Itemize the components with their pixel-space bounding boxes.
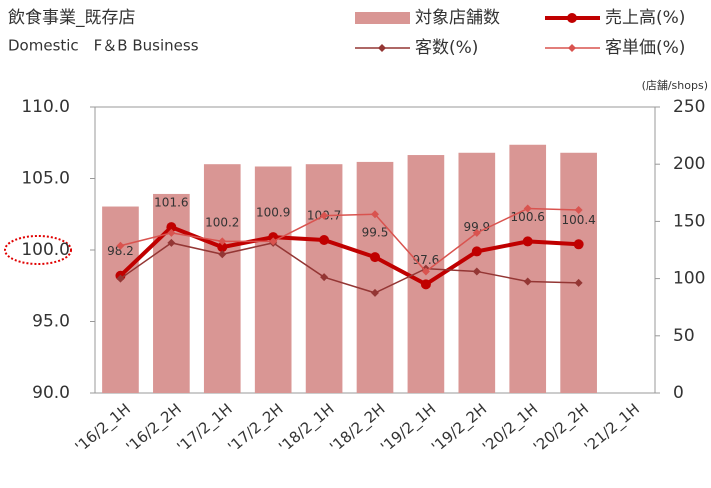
legend-label: 客数(%) [415,38,478,58]
marker [218,250,227,259]
y2-tick-label: 150 [673,211,705,231]
marker [167,228,176,237]
x-tick-label: '20/2_1H [479,400,542,457]
y2-tick-label: 50 [673,326,695,346]
marker [320,273,329,282]
data-label: 100.9 [256,206,290,220]
bar [509,144,547,393]
legend-marker [568,44,576,52]
y-tick-label: 100.0 [21,240,70,260]
x-tick-label: '16/2_1H [72,400,135,457]
legend-label: 客単価(%) [605,38,685,58]
data-label: 98.2 [107,244,134,258]
marker [167,238,176,247]
legend-swatch [355,12,410,24]
marker [218,237,227,246]
marker [420,279,431,290]
x-tick-label: '17/2_1H [173,400,236,457]
marker [574,205,583,214]
y2-unit: (店舗/shops) [642,78,708,92]
marker [370,252,380,263]
marker [472,267,481,276]
highlight-ellipse [4,235,72,265]
chart-subtitle: Domestic F＆B Business [8,37,199,55]
chart-title: 飲食事業_既存店 [8,8,136,28]
x-tick-label: '21/2_1H [581,400,644,457]
marker [371,288,379,297]
y-tick-label: 90.0 [32,383,70,403]
marker [371,210,379,219]
marker [116,241,125,250]
marker [523,277,532,286]
line [120,242,579,294]
y2-tick-label: 200 [673,154,705,174]
marker [421,267,430,276]
bar [254,166,292,393]
marker [522,236,533,247]
bar [356,161,394,393]
legend-label: 対象店舗数 [415,8,500,28]
line [120,207,579,273]
marker [471,246,482,257]
x-tick-label: '18/2_2H [326,400,389,457]
marker [472,228,481,237]
x-tick-label: '19/2_2H [428,400,491,457]
y2-tick-label: 0 [673,383,684,403]
marker [573,239,584,250]
marker [116,274,125,283]
marker [523,204,532,213]
y-tick-label: 105.0 [21,169,70,189]
y2-tick-label: 100 [673,269,705,289]
y2-tick-label: 250 [673,97,705,117]
data-label: 100.2 [205,216,239,230]
legend-marker [567,13,577,23]
marker [574,278,583,287]
data-label: 99.5 [362,226,389,240]
x-tick-label: '20/2_2H [530,400,593,457]
marker [319,234,330,245]
x-tick-label: '18/2_1H [275,400,338,457]
marker [320,211,329,220]
data-label: 101.6 [154,196,188,210]
bar [102,206,139,393]
legend-label: 売上高(%) [605,8,685,28]
marker [269,237,278,246]
y-tick-label: 110.0 [21,97,70,117]
bar [203,164,241,393]
y-tick-label: 95.0 [32,312,70,332]
x-tick-label: '19/2_1H [377,400,440,457]
x-tick-label: '17/2_2H [224,400,287,457]
marker [217,242,228,253]
bar [560,152,597,393]
legend-marker [378,44,386,52]
x-tick-label: '16/2_2H [123,400,186,457]
marker [166,222,177,233]
data-label: 100.4 [561,213,595,227]
